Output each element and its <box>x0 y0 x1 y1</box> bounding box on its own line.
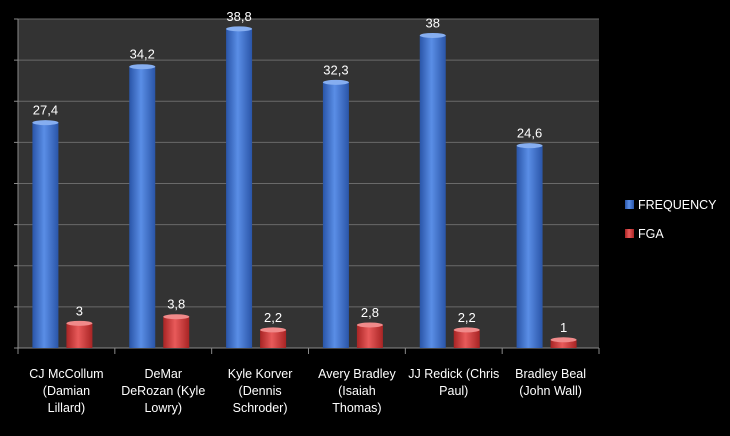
bar-fga <box>260 329 287 348</box>
bar-top-fga <box>260 327 287 333</box>
data-label: 38,8 <box>226 9 251 24</box>
data-label: 3,8 <box>167 297 185 312</box>
bar-top-frequency <box>32 120 59 126</box>
bar-top-fga <box>356 322 383 328</box>
category-label: Paul) <box>439 384 468 398</box>
bar-fga <box>163 316 190 348</box>
category-label: (Damian <box>43 384 90 398</box>
legend-label-frequency: FREQUENCY <box>638 198 717 212</box>
data-label: 2,2 <box>264 310 282 325</box>
bar-top-fga <box>550 337 577 343</box>
data-label: 2,8 <box>361 305 379 320</box>
category-label: Avery Bradley <box>318 367 396 381</box>
bar-frequency <box>129 66 156 348</box>
bar-top-fga <box>453 327 480 333</box>
legend-label-fga: FGA <box>638 227 664 241</box>
data-label: 38 <box>426 15 440 30</box>
category-labels: CJ McCollum (Damian Lillard) DeMar DeRozan (… <box>29 367 586 415</box>
category-label: (Isaiah <box>338 384 376 398</box>
axes <box>14 18 600 354</box>
category-label: JJ Redick (Chris <box>408 367 499 381</box>
data-label: 24,6 <box>517 126 542 141</box>
bar-frequency <box>419 35 446 348</box>
category-label: DeMar <box>144 367 182 381</box>
category-label: Bradley Beal <box>515 367 586 381</box>
category-label: Schroder) <box>233 401 288 415</box>
bar-top-frequency <box>419 32 446 38</box>
category-label: Kyle Korver <box>228 367 293 381</box>
legend: FREQUENCY FGA <box>625 198 717 241</box>
category-label: DeRozan (Kyle <box>121 384 205 398</box>
bar-top-fga <box>163 314 190 320</box>
bar-frequency <box>226 28 253 349</box>
data-label: 1 <box>560 320 567 335</box>
category-label: (John Wall) <box>519 384 582 398</box>
data-labels: 27,4 34,2 38,8 32,3 38 24,6 3 3,8 2,2 2,8 2,2 1 <box>33 9 567 335</box>
bars <box>32 26 577 349</box>
category-label: Lillard) <box>48 401 86 415</box>
data-label: 34,2 <box>130 47 155 62</box>
gridlines <box>18 18 599 308</box>
bar-top-frequency <box>226 26 253 32</box>
category-label: Thomas) <box>332 401 381 415</box>
bar-fga <box>550 339 577 348</box>
legend-swatch-frequency <box>625 200 634 209</box>
bar-top-frequency <box>516 143 543 149</box>
data-label: 3 <box>76 303 83 318</box>
category-label: (Dennis <box>239 384 282 398</box>
bar-frequency <box>516 145 543 348</box>
bar-top-fga <box>66 320 93 326</box>
bar-top-frequency <box>129 64 156 70</box>
legend-swatch-fga <box>625 229 634 238</box>
category-label: CJ McCollum <box>29 367 103 381</box>
bar-frequency <box>322 82 349 349</box>
data-label: 27,4 <box>33 103 58 118</box>
bar-fga <box>453 329 480 348</box>
data-label: 2,2 <box>458 310 476 325</box>
bar-fga <box>356 324 383 348</box>
category-label: Lowry) <box>144 401 182 415</box>
data-label: 32,3 <box>323 62 348 77</box>
bar-frequency <box>32 122 59 348</box>
bar-top-frequency <box>322 79 349 85</box>
bar-fga <box>66 323 93 348</box>
